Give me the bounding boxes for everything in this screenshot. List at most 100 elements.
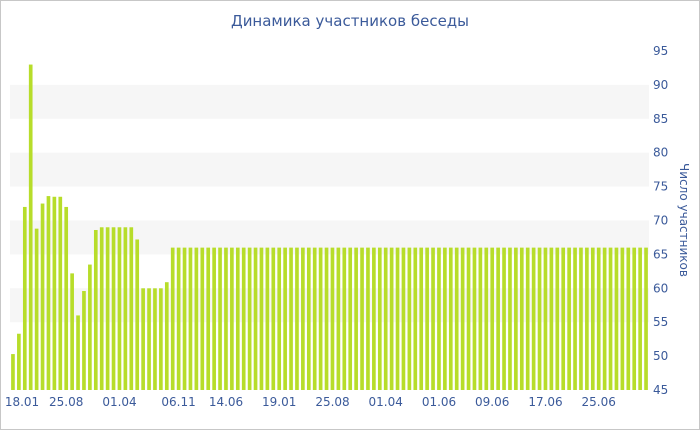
bar (129, 227, 134, 390)
bar (206, 247, 211, 390)
bar (123, 227, 128, 390)
bar (164, 282, 169, 390)
bar (443, 247, 447, 390)
bar (301, 247, 305, 390)
bars (11, 64, 648, 390)
bar (472, 247, 477, 390)
bar (602, 247, 607, 390)
bar (354, 247, 358, 390)
bar (153, 288, 157, 390)
x-tick-label: 18.01 (5, 395, 39, 409)
bar (218, 247, 222, 390)
bar (11, 354, 15, 390)
x-tick-label: 25.08 (315, 395, 349, 409)
bar (306, 247, 311, 390)
bar (514, 247, 518, 390)
grid-bands (10, 84, 649, 323)
y-tick-label: 95 (653, 44, 668, 58)
y-tick-label: 70 (653, 214, 668, 228)
bar (188, 247, 193, 390)
bar (383, 247, 388, 390)
x-tick-label: 25.06 (582, 395, 616, 409)
x-tick-label: 01.04 (102, 395, 136, 409)
bar (99, 227, 104, 390)
bar (590, 247, 595, 390)
bar (348, 247, 353, 390)
bar (466, 247, 471, 390)
bar (389, 247, 394, 390)
bar (295, 247, 299, 390)
bar (289, 247, 293, 390)
bar (626, 247, 631, 390)
bar (17, 333, 21, 390)
bar (484, 247, 489, 390)
grid-band (10, 84, 649, 119)
bar (200, 247, 205, 390)
bar (283, 247, 287, 390)
bar (230, 247, 234, 390)
y-tick-label: 75 (653, 180, 668, 194)
bar (224, 247, 228, 390)
bar (525, 247, 530, 390)
bar (561, 247, 566, 390)
grid-band (10, 152, 649, 187)
bar (336, 247, 341, 390)
x-tick-label: 14.06 (209, 395, 243, 409)
bar (425, 247, 429, 390)
bar (431, 247, 435, 390)
bar (253, 247, 258, 390)
bar (549, 247, 554, 390)
bar (490, 247, 495, 390)
y-tick-label: 80 (653, 146, 668, 160)
y-tick-label: 55 (653, 315, 668, 329)
x-tick-label: 17.06 (528, 395, 562, 409)
bar (82, 291, 86, 390)
bar (360, 247, 364, 390)
bar (519, 247, 524, 390)
bar (58, 196, 63, 390)
chart-title: Динамика участников беседы (230, 12, 470, 30)
bar (76, 315, 80, 390)
bar (235, 247, 240, 390)
bar (454, 247, 459, 390)
bar (312, 247, 317, 390)
bar (194, 247, 199, 390)
bar (117, 227, 122, 390)
bar (277, 247, 282, 390)
y-tick-label: 90 (653, 78, 668, 92)
grid-band (10, 220, 649, 255)
bar (135, 239, 140, 390)
grid-band (10, 288, 649, 323)
bar (543, 247, 548, 390)
x-tick-label: 09.06 (475, 395, 509, 409)
y-axis-title: Число участников (677, 163, 691, 277)
bar (259, 247, 264, 390)
bar (644, 247, 648, 390)
bar (638, 247, 642, 390)
bar (212, 247, 216, 390)
bar (324, 247, 329, 390)
bar (147, 288, 151, 390)
bar (596, 247, 601, 390)
x-axis-ticks: 18.01 25.08 01.04 06.11 14.06 19.01 25.08 01.04… (5, 395, 616, 409)
x-tick-label: 25.08 (49, 395, 83, 409)
bar (247, 247, 252, 390)
bar (567, 247, 571, 390)
bar (265, 247, 270, 390)
bar (537, 247, 542, 390)
y-tick-label: 85 (653, 112, 668, 126)
bar (555, 247, 560, 390)
bar (46, 196, 51, 390)
bar (448, 247, 453, 390)
bar (437, 247, 441, 390)
bar (614, 247, 619, 390)
bar (64, 206, 69, 390)
bar (34, 228, 39, 390)
bar (88, 264, 92, 390)
y-tick-label: 65 (653, 247, 668, 261)
y-tick-label: 60 (653, 281, 668, 295)
bar (366, 247, 370, 390)
bar (585, 247, 589, 390)
bar (502, 247, 506, 390)
bar (182, 247, 187, 390)
